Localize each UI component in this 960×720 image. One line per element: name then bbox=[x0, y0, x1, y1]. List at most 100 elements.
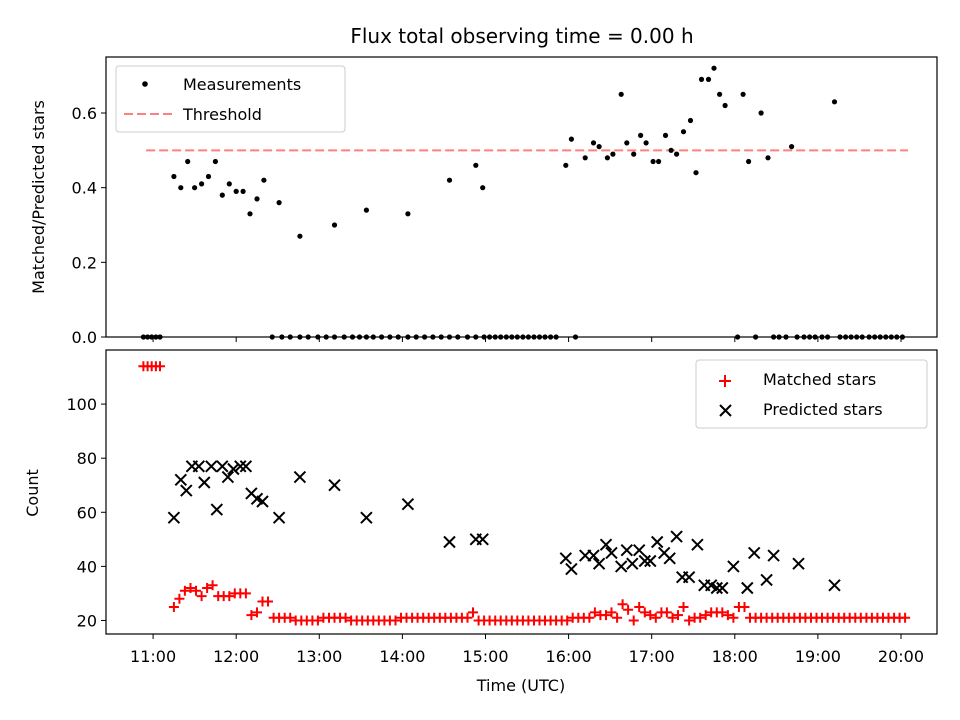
matched-star-marker bbox=[645, 610, 656, 621]
matched-star-marker bbox=[390, 615, 401, 626]
matched-star-marker bbox=[224, 591, 235, 602]
predicted-star-marker bbox=[180, 484, 193, 497]
matched-star-marker bbox=[650, 612, 661, 623]
predicted-star-marker bbox=[716, 581, 729, 595]
predicted-star-marker bbox=[710, 581, 724, 595]
predicted-star-marker bbox=[620, 543, 634, 557]
matched-star-marker bbox=[174, 593, 185, 604]
measurement-point bbox=[722, 102, 728, 109]
predicted-star-marker bbox=[605, 546, 618, 560]
measurement-point bbox=[668, 147, 674, 153]
measurement-point bbox=[596, 144, 602, 150]
predicted-star-marker bbox=[741, 581, 754, 595]
top-y-axis-label: Matched/Predicted stars bbox=[29, 100, 48, 294]
bottom-y-axis-label: Count bbox=[23, 469, 42, 517]
matched-star-marker bbox=[695, 612, 706, 623]
measurement-point bbox=[178, 185, 184, 191]
matched-star-marker bbox=[628, 615, 639, 626]
legend-matched-marker bbox=[719, 375, 731, 387]
measurement-point bbox=[618, 91, 624, 97]
measurement-point bbox=[297, 233, 303, 239]
measurement-point bbox=[199, 181, 205, 187]
bottom-legend: Matched stars Predicted stars bbox=[695, 359, 928, 429]
predicted-star-marker bbox=[614, 560, 628, 573]
predicted-star-marker bbox=[767, 549, 780, 562]
predicted-star-marker bbox=[256, 495, 269, 508]
measurement-point bbox=[446, 177, 453, 183]
top-y-tick-label: 0.6 bbox=[72, 104, 97, 123]
bottom-y-ticks: 20 40 60 80 100 bbox=[66, 395, 106, 630]
predicted-star-marker bbox=[167, 511, 181, 524]
x-tick-label: 14:00 bbox=[379, 647, 425, 666]
matched-star-marker bbox=[739, 602, 750, 612]
x-axis-label: Time (UTC) bbox=[476, 676, 565, 695]
top-y-tick-label: 0.2 bbox=[72, 253, 97, 272]
matched-star-marker bbox=[617, 599, 628, 610]
measurement-point bbox=[261, 177, 267, 183]
legend-predicted-marker bbox=[719, 404, 732, 417]
predicted-star-marker bbox=[328, 478, 341, 492]
predicted-star-marker bbox=[663, 552, 676, 565]
predicted-star-marker bbox=[760, 573, 773, 587]
measurement-point bbox=[650, 158, 656, 165]
measurement-point bbox=[254, 196, 260, 202]
measurement-point bbox=[590, 140, 597, 146]
predicted-star-marker bbox=[198, 476, 211, 489]
measurement-point bbox=[240, 188, 246, 194]
matched-star-marker bbox=[584, 612, 595, 623]
top-x-ticks bbox=[152, 337, 902, 342]
x-tick-label: 19:00 bbox=[795, 647, 841, 666]
predicted-star-marker bbox=[626, 557, 639, 570]
predicted-star-marker bbox=[828, 579, 841, 592]
matched-star-marker bbox=[207, 580, 218, 591]
matched-star-marker bbox=[202, 583, 213, 593]
top-y-tick-label: 0.4 bbox=[72, 179, 97, 198]
matched-star-marker bbox=[285, 612, 296, 623]
bottom-y-tick-label: 80 bbox=[77, 449, 97, 468]
x-tick-label: 16:00 bbox=[546, 647, 592, 666]
measurement-point bbox=[171, 173, 177, 180]
measurement-point bbox=[740, 91, 746, 97]
measurement-point bbox=[405, 211, 411, 217]
matched-star-marker bbox=[623, 604, 634, 615]
figure-title: Flux total observing time = 0.00 h bbox=[350, 24, 693, 48]
measurement-point bbox=[212, 158, 218, 165]
measurement-point bbox=[568, 136, 575, 142]
measurement-point bbox=[610, 151, 616, 157]
measurement-point bbox=[276, 200, 282, 206]
bottom-x-ticks: 11:00 12:00 13:00 14:00 15:00 16:00 17:00 18:00… bbox=[130, 634, 924, 666]
predicted-star-marker bbox=[239, 460, 253, 473]
predicted-star-marker bbox=[644, 554, 657, 568]
predicted-star-marker bbox=[360, 511, 373, 524]
x-tick-label: 11:00 bbox=[130, 647, 176, 666]
predicted-star-marker bbox=[559, 552, 573, 565]
predicted-star-marker bbox=[747, 546, 761, 560]
matched-star-marker bbox=[312, 615, 323, 626]
matched-star-marker bbox=[240, 588, 251, 599]
matched-star-marker bbox=[155, 361, 165, 372]
top-legend: Measurements Threshold bbox=[115, 65, 346, 133]
predicted-star-marker bbox=[599, 538, 613, 551]
top-plot-marks bbox=[140, 65, 908, 340]
x-tick-label: 20:00 bbox=[878, 647, 924, 666]
bottom-y-tick-label: 60 bbox=[77, 503, 97, 522]
x-tick-label: 17:00 bbox=[629, 647, 675, 666]
matched-star-marker bbox=[252, 607, 262, 618]
top-plot-frame bbox=[105, 56, 938, 338]
measurement-point bbox=[192, 185, 198, 191]
legend-predicted-label: Predicted stars bbox=[763, 400, 883, 419]
measurement-point bbox=[631, 151, 637, 157]
measurement-point bbox=[604, 155, 611, 161]
measurement-point bbox=[758, 110, 764, 116]
measurement-point bbox=[226, 181, 232, 187]
predicted-star-marker bbox=[670, 530, 683, 543]
x-tick-label: 13:00 bbox=[296, 647, 342, 666]
matched-star-marker bbox=[612, 612, 623, 623]
predicted-star-marker bbox=[792, 557, 805, 570]
top-y-tick-label: 0.0 bbox=[72, 328, 97, 347]
bottom-legend-frame bbox=[695, 359, 928, 429]
matched-star-marker bbox=[185, 583, 196, 593]
measurement-point bbox=[331, 222, 338, 228]
measurement-point bbox=[680, 129, 687, 135]
